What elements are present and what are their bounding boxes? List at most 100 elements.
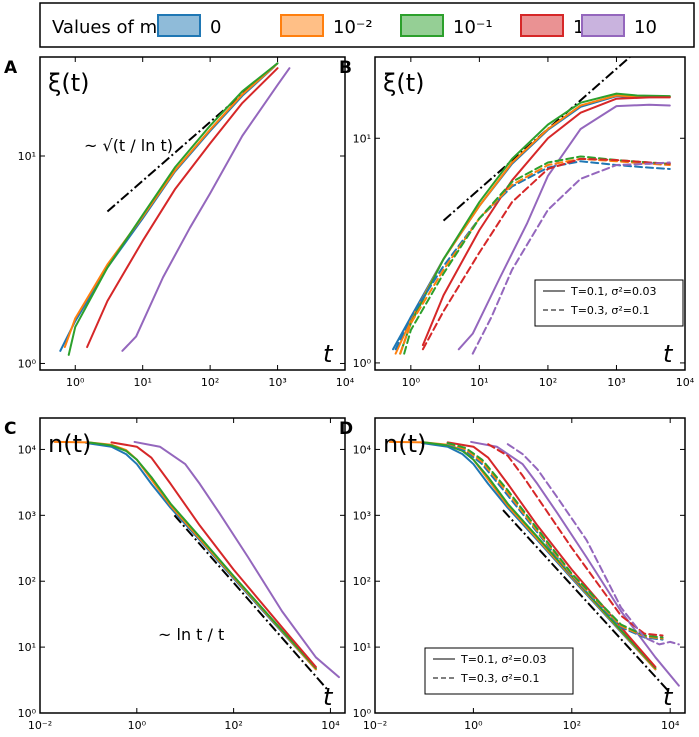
x-tick-label-A: 10³ xyxy=(268,376,286,389)
series-C-m10-solid xyxy=(133,440,340,679)
y-tick-label-D: 10³ xyxy=(353,509,371,522)
guide-line-D xyxy=(502,509,669,692)
x-tick-label-B: 10¹ xyxy=(470,376,488,389)
series-A-m0-solid xyxy=(59,65,276,352)
y-tick-label-C: 10³ xyxy=(18,509,36,522)
series-B-m0.01-dashed xyxy=(399,157,671,355)
y-tick-label-A: 10¹ xyxy=(18,150,36,163)
x-tick-label-B: 10² xyxy=(539,376,557,389)
y-axis-label-C: n(t) xyxy=(48,430,91,458)
color-legend: Values of m 0 10⁻² 10⁻¹ 1 10 xyxy=(39,2,695,48)
series-D-m0-solid xyxy=(420,442,657,671)
x-tick-label-D: 10⁴ xyxy=(661,719,680,732)
x-tick-label-A: 10² xyxy=(201,376,219,389)
axes-frame-C xyxy=(39,417,346,714)
annotation-C: ~ ln t / t xyxy=(158,625,224,644)
y-tick-label-D: 10¹ xyxy=(353,641,371,654)
series-C-m0.1-solid xyxy=(87,441,317,670)
plot-area-B xyxy=(392,57,671,355)
annotation-A: ~ √(t / ln t) xyxy=(84,136,173,155)
legend-swatch-2 xyxy=(400,14,444,37)
y-tick-label-A: 10⁰ xyxy=(18,357,37,370)
series-B-m10-solid xyxy=(457,103,671,351)
x-tick-label-D: 10² xyxy=(563,719,581,732)
x-tick-label-C: 10⁻² xyxy=(28,719,52,732)
y-tick-label-B: 10⁰ xyxy=(353,357,372,370)
series-B-m10-dashed xyxy=(471,161,671,355)
panel-B: 10⁰ 10¹ 10² 10³ 10⁴ 10⁰ 10¹ Bξ(t) t T=0.1, σ²=0.0… xyxy=(339,56,695,389)
x-tick-label-A: 10¹ xyxy=(133,376,151,389)
axes-frame-A xyxy=(39,56,346,371)
x-axis-label-B: t xyxy=(663,340,674,368)
legend-swatch-0 xyxy=(157,14,201,37)
linestyle-legend-D: T=0.1, σ²=0.03 T=0.3, σ²=0.1 xyxy=(424,647,574,695)
guide-line-C xyxy=(173,514,329,692)
legend-label-3: 1 xyxy=(573,17,584,38)
y-axis-label-D: n(t) xyxy=(383,430,426,458)
x-tick-label-A: 10⁰ xyxy=(66,376,85,389)
y-tick-label-C: 10¹ xyxy=(18,641,36,654)
x-tick-label-C: 10² xyxy=(224,719,242,732)
x-tick-label-D: 10⁻² xyxy=(363,719,387,732)
series-D-m0.1-dashed xyxy=(446,442,664,639)
series-D-m10-dashed xyxy=(506,443,680,646)
legend-swatch-1 xyxy=(280,14,324,37)
legend-label-4: 10 xyxy=(634,17,657,38)
legend-label-2: 10⁻¹ xyxy=(453,17,493,38)
y-axis-label-B: ξ(t) xyxy=(383,69,425,97)
axes-frame-D xyxy=(374,417,686,714)
series-A-m0.1-solid xyxy=(67,62,279,356)
y-tick-label-D: 10² xyxy=(353,575,371,588)
panel-D: 10⁻² 10⁰ 10² 10⁴10⁰10¹10²10³10⁴Dn(t)tT=0.1,… xyxy=(339,417,686,732)
legend-label-1: 10⁻² xyxy=(333,17,373,38)
axes-frame-B xyxy=(374,56,686,371)
y-tick-label-D: 10⁴ xyxy=(353,443,372,456)
series-B-m0-dashed xyxy=(394,160,671,351)
panels: 10⁰ 10¹ 10² 10³ 10⁴ 10⁰ 10¹ Aξ(t) t ~ √(t / ln t)… xyxy=(4,56,695,732)
y-tick-label-C: 10⁰ xyxy=(18,707,37,720)
linestyle-legend-frame-B xyxy=(534,279,684,327)
y-tick-label-C: 10⁴ xyxy=(18,443,37,456)
series-A-m10-solid xyxy=(121,67,291,352)
series-D-m0.01-dashed xyxy=(446,442,664,640)
series-A-m0.01-solid xyxy=(63,63,278,349)
series-B-m1-solid xyxy=(421,96,671,347)
linestyle-label-dashed: T=0.3, σ²=0.1 xyxy=(460,672,540,685)
panel-letter-B: B xyxy=(339,58,352,78)
x-axis-label-D: t xyxy=(663,683,674,711)
y-tick-label-D: 10⁰ xyxy=(353,707,372,720)
series-D-m0-dashed xyxy=(446,443,664,641)
x-tick-label-B: 10³ xyxy=(607,376,625,389)
linestyle-legend-frame-D xyxy=(424,647,574,695)
x-tick-label-C: 10⁴ xyxy=(321,719,340,732)
series-D-m1-dashed xyxy=(487,443,664,637)
x-tick-label-B: 10⁰ xyxy=(402,376,421,389)
plot-area-D xyxy=(388,440,680,692)
x-axis-label-A: t xyxy=(323,340,334,368)
linestyle-legend-B: T=0.1, σ²=0.03 T=0.3, σ²=0.1 xyxy=(534,279,684,327)
legend-swatch-4 xyxy=(581,14,625,37)
x-tick-label-B: 10⁴ xyxy=(676,376,695,389)
linestyle-label-solid: T=0.1, σ²=0.03 xyxy=(460,653,547,666)
series-D-m10-solid xyxy=(470,440,680,687)
plot-area-C xyxy=(53,440,340,692)
series-A-m1-solid xyxy=(86,67,279,349)
x-tick-label-A: 10⁴ xyxy=(336,376,355,389)
y-axis-label-A: ξ(t) xyxy=(48,69,90,97)
linestyle-label-dashed: T=0.3, σ²=0.1 xyxy=(570,304,650,317)
legend-title: Values of m xyxy=(52,17,157,38)
y-tick-label-C: 10² xyxy=(18,575,36,588)
series-B-m1-dashed xyxy=(421,157,671,351)
panel-letter-C: C xyxy=(4,419,16,439)
series-C-m1-solid xyxy=(110,441,317,668)
panel-letter-D: D xyxy=(339,419,353,439)
legend-swatch-3 xyxy=(520,14,564,37)
series-D-m0.1-solid xyxy=(423,441,657,670)
y-tick-label-B: 10¹ xyxy=(353,132,371,145)
plot-area-A xyxy=(59,62,291,356)
linestyle-label-solid: T=0.1, σ²=0.03 xyxy=(570,285,657,298)
x-tick-label-C: 10⁰ xyxy=(128,719,147,732)
guide-line-B xyxy=(442,57,632,222)
